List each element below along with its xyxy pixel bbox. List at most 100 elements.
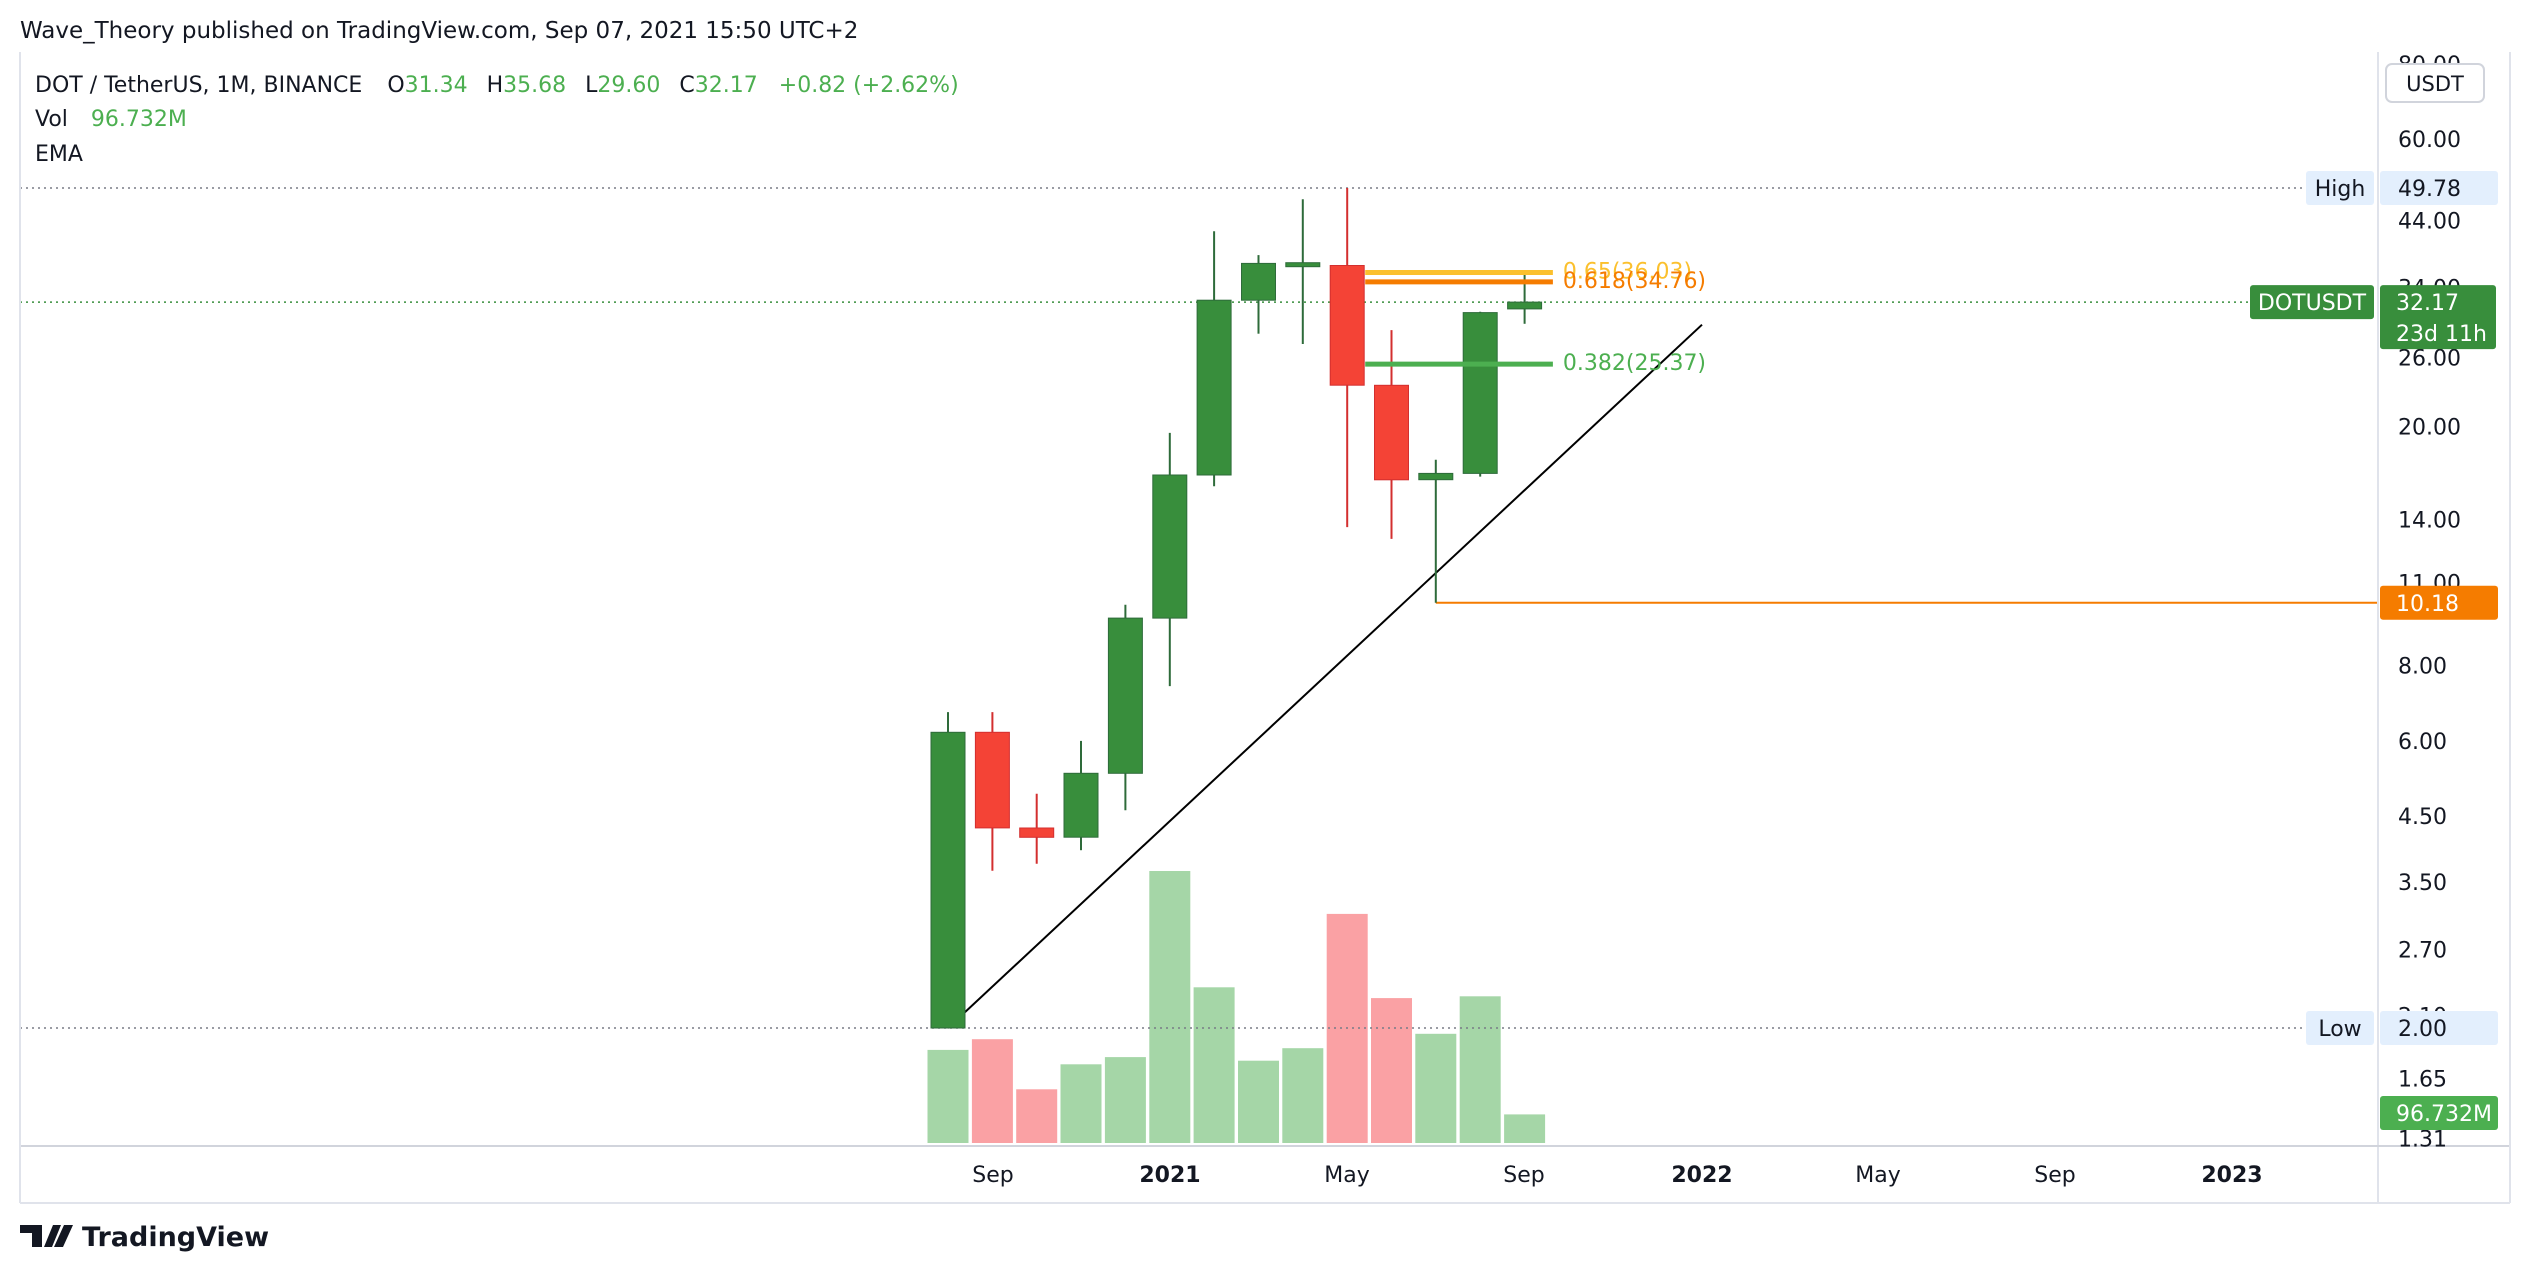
change-value: +0.82 (+2.62%) [779,73,959,98]
price-tick-label: 26.00 [2398,347,2461,372]
volume-value: 96.732M [2396,1102,2492,1127]
volume-bar [1282,1048,1324,1143]
candle-body [1107,617,1143,774]
candle [1063,740,1099,851]
low-value-box [2380,1011,2498,1045]
candle-body [1241,262,1276,301]
price-tick-label: 20.00 [2398,415,2461,440]
candle [974,712,1010,871]
fib-label: 0.65(36.03) [1563,260,1692,285]
high-label: High [2315,177,2366,202]
candle-body [1019,827,1055,838]
fib-levels: 0.65(36.03)0.618(34.76) 0.382(25.37) [1365,260,1706,376]
low-value: 29.60 [597,73,660,98]
trendline[interactable] [947,323,1703,1029]
candle [1241,255,1276,334]
candle [1329,188,1365,528]
price-tick-label: 2.70 [2398,939,2447,964]
symbol-legend: DOT / TetherUS, 1M, BINANCE O31.34 H35.6… [35,73,959,98]
price-tags: High 49.78 DOTUSDT 32.17 23d 11h 10.18 Low 2.00… [2250,171,2498,1130]
volume-bar [1149,871,1191,1143]
currency-badge-label: USDT [2406,72,2464,96]
low-value: 2.00 [2398,1017,2447,1042]
volume-bar [927,1049,969,1143]
candle [1462,311,1498,477]
volume-bar [971,1039,1013,1143]
time-axis[interactable]: Sep 2021 May Sep 2022 May Sep 2023 [972,1163,2262,1188]
time-tick-label: 2023 [2201,1163,2262,1188]
candle-body [974,731,1010,829]
time-tick-label: 2022 [1671,1163,1732,1188]
price-tick-label: 4.50 [2398,805,2447,830]
fib-label: 0.382(25.37) [1563,351,1706,376]
symbol-tag-label: DOTUSDT [2258,291,2367,316]
publisher-line: Wave_Theory published on TradingView.com… [20,18,858,44]
price-tick-label: 44.00 [2398,209,2461,234]
candle-body [1063,772,1099,838]
candle [1152,432,1188,687]
time-tick-label: May [1324,1163,1369,1188]
tradingview-logo-icon [20,1225,61,1247]
volume-bar [1459,996,1501,1143]
volume-bar [1415,1033,1457,1143]
volume-value-box [2380,1096,2498,1130]
low-label: Low [2318,1017,2361,1042]
price-tick-label: 14.00 [2398,509,2461,534]
volume-bars [927,871,1546,1143]
candle [1196,231,1232,487]
last-price-box [2380,285,2496,350]
open-value: 31.34 [405,73,468,98]
low-label: L [585,73,598,98]
fib-label: 0.618(34.76) [1563,269,1706,294]
candle-body [1285,262,1321,268]
time-tick-label: May [1855,1163,1900,1188]
candle [1107,604,1143,811]
candle-body [1374,384,1409,481]
price-tick-label: 1.31 [2398,1128,2447,1153]
time-tick-label: Sep [2034,1163,2075,1188]
candle [930,712,966,1029]
price-tick-label: 6.00 [2398,730,2447,755]
candle-body [1462,312,1498,474]
volume-bar [1104,1057,1146,1143]
currency-badge[interactable]: USDT [2385,63,2485,103]
candle [1374,330,1409,539]
time-tick-label: Sep [1503,1163,1544,1188]
low-label-box [2306,1011,2374,1045]
support-price-box [2380,585,2498,620]
candle-body [1507,301,1543,310]
last-price-value: 32.17 [2396,291,2459,316]
brand-logo[interactable]: TradingView [20,1222,269,1253]
candle-body [930,731,966,1029]
time-tick-label: 2021 [1139,1163,1200,1188]
brand-name: TradingView [82,1222,269,1253]
volume-bar [1193,987,1235,1143]
candle-body [1418,472,1454,481]
close-value: 32.17 [695,73,758,98]
volume-bar [1238,1060,1279,1143]
open-label: O [387,73,404,98]
candle-body [1329,265,1365,386]
volume-bar [1371,998,1412,1143]
volume-bar [1504,1114,1546,1143]
high-label: H [487,73,504,98]
volume-bar [1060,1064,1102,1143]
high-label-box [2306,171,2374,205]
vol-value: 96.732M [91,107,187,132]
ema-legend: EMA [35,142,83,167]
price-tick-label: 8.00 [2398,655,2447,680]
high-value: 49.78 [2398,177,2461,202]
candle-body [1152,474,1188,619]
support-price-value: 10.18 [2396,592,2459,617]
candle [1418,459,1454,603]
high-value-box [2380,171,2498,205]
time-tick-label: Sep [972,1163,1013,1188]
price-tick-label: 3.50 [2398,871,2447,896]
candle-body [1196,299,1232,476]
vol-legend: Vol 96.732M [35,107,187,132]
bar-countdown: 23d 11h [2396,322,2487,347]
price-tick-label: 60.00 [2398,128,2461,153]
vol-label: Vol [35,107,68,132]
symbol-name: DOT / TetherUS, 1M, BINANCE [35,73,362,98]
